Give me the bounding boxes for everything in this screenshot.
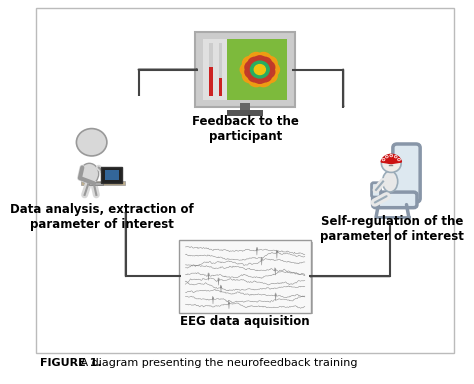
Circle shape (256, 53, 271, 66)
Circle shape (245, 61, 258, 73)
Circle shape (248, 73, 264, 87)
Circle shape (254, 65, 265, 74)
Circle shape (388, 160, 390, 163)
Circle shape (253, 56, 267, 68)
FancyBboxPatch shape (373, 192, 417, 208)
Ellipse shape (80, 163, 99, 184)
Circle shape (262, 56, 277, 70)
FancyBboxPatch shape (219, 43, 222, 96)
FancyBboxPatch shape (181, 242, 313, 314)
FancyBboxPatch shape (179, 240, 311, 313)
Text: A diagram presenting the neurofeedback training: A diagram presenting the neurofeedback t… (77, 358, 357, 368)
Circle shape (248, 70, 262, 82)
Circle shape (258, 70, 272, 82)
FancyBboxPatch shape (372, 183, 381, 197)
FancyBboxPatch shape (219, 78, 222, 96)
FancyBboxPatch shape (393, 144, 420, 202)
Circle shape (248, 57, 262, 70)
FancyBboxPatch shape (36, 8, 454, 353)
Wedge shape (381, 154, 401, 164)
FancyBboxPatch shape (82, 181, 125, 185)
Circle shape (394, 156, 397, 158)
Text: Feedback to the
participant: Feedback to the participant (191, 116, 299, 144)
FancyBboxPatch shape (227, 110, 263, 116)
Circle shape (385, 156, 388, 158)
FancyBboxPatch shape (195, 32, 295, 107)
Circle shape (261, 61, 275, 73)
FancyBboxPatch shape (240, 103, 250, 112)
Circle shape (258, 57, 272, 70)
FancyBboxPatch shape (89, 182, 103, 185)
Circle shape (256, 73, 271, 87)
Circle shape (262, 69, 277, 83)
Circle shape (248, 53, 264, 66)
Circle shape (261, 66, 275, 78)
Circle shape (243, 69, 258, 83)
Circle shape (398, 158, 401, 161)
Circle shape (76, 129, 107, 156)
Text: Self-regulation of the
parameter of interest: Self-regulation of the parameter of inte… (320, 215, 464, 243)
Circle shape (243, 56, 258, 70)
FancyBboxPatch shape (209, 43, 213, 96)
FancyBboxPatch shape (203, 39, 287, 100)
Text: FIGURE 1.: FIGURE 1. (40, 358, 102, 368)
Text: Data analysis, extraction of
parameter of interest: Data analysis, extraction of parameter o… (10, 204, 194, 232)
FancyBboxPatch shape (101, 167, 122, 183)
Circle shape (382, 158, 385, 161)
Circle shape (245, 66, 258, 78)
Circle shape (382, 155, 401, 172)
Ellipse shape (383, 171, 398, 192)
FancyBboxPatch shape (209, 67, 213, 96)
Circle shape (264, 63, 280, 76)
Circle shape (390, 154, 392, 157)
FancyBboxPatch shape (105, 170, 118, 180)
Circle shape (250, 61, 269, 78)
FancyBboxPatch shape (203, 39, 227, 100)
Text: EEG data aquisition: EEG data aquisition (180, 315, 310, 328)
FancyBboxPatch shape (194, 31, 296, 108)
Circle shape (240, 63, 255, 76)
Circle shape (253, 71, 267, 83)
